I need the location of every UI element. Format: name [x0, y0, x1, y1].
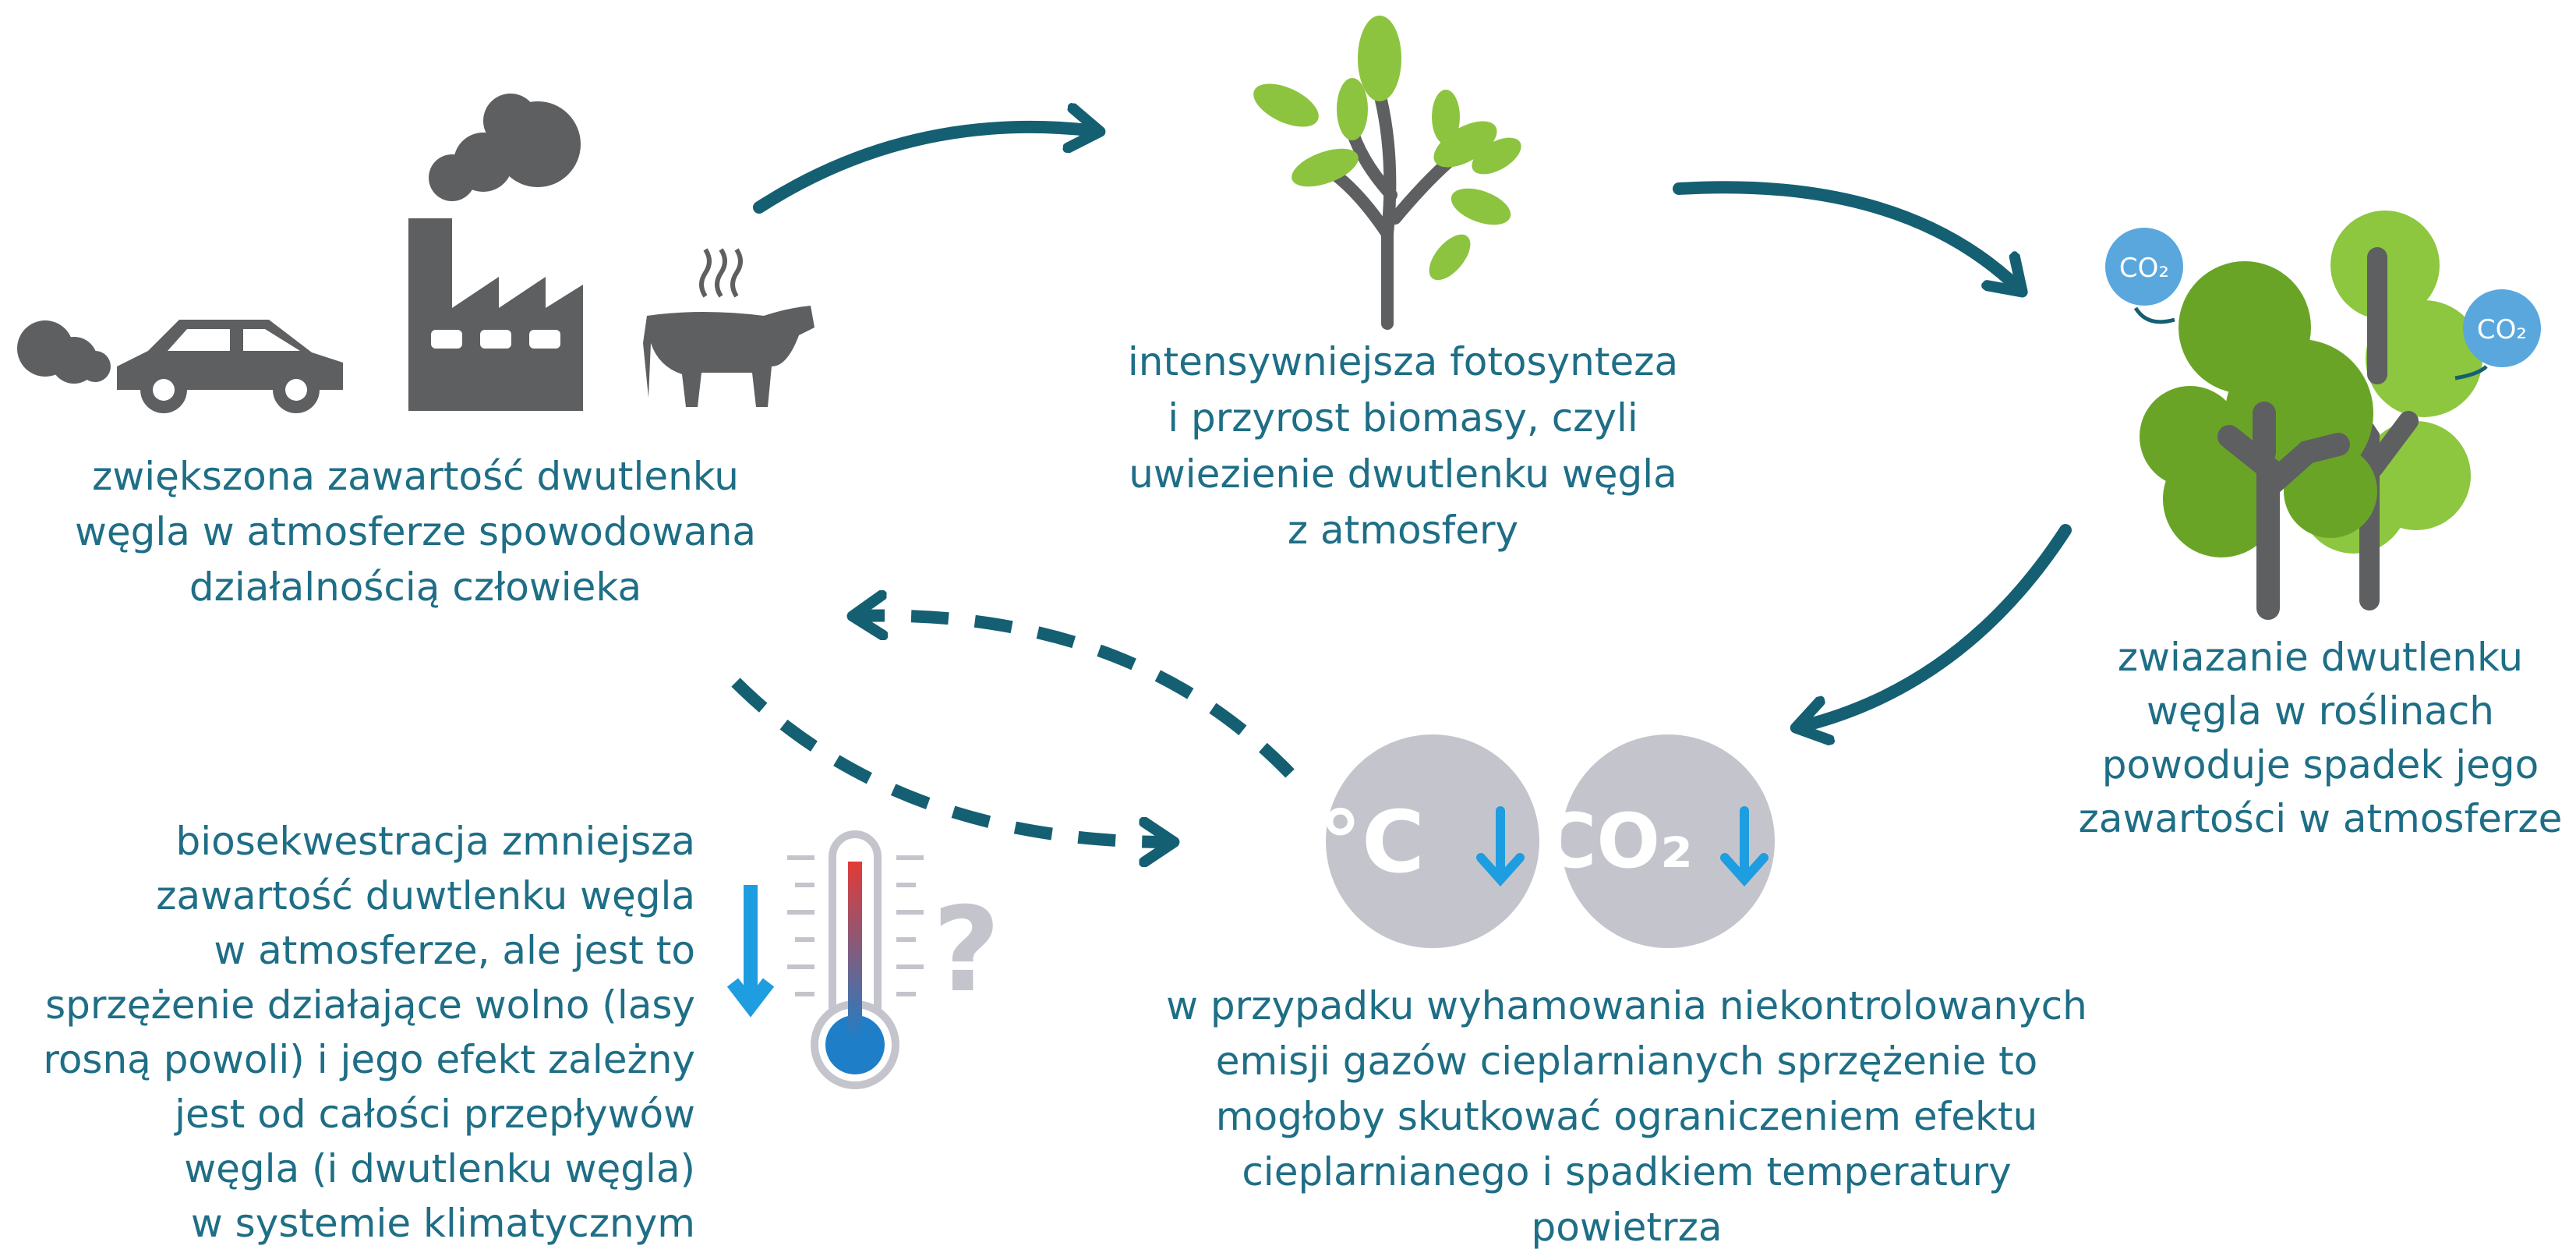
diagram: zwiększona zawartość dwutlenku węgla w at…: [0, 0, 2576, 1260]
text-line: zawartości w atmosferze: [2079, 796, 2563, 841]
question-mark: ?: [932, 883, 1000, 1018]
bubble-label: CO₂: [2477, 314, 2527, 345]
arrow: [1800, 530, 2065, 727]
text-line: węgla (i dwutlenku węgla): [184, 1146, 695, 1191]
text-line: cieplarnianego i spadkiem temperatury: [1242, 1149, 2011, 1195]
young-tree-icon: [1247, 16, 1527, 324]
text-line: rosną powoli) i jego efekt zależny: [43, 1037, 695, 1082]
bubble-label: CO₂: [2119, 253, 2169, 284]
arrow: [759, 127, 1095, 207]
trees-icon: [2105, 211, 2541, 608]
text-line: emisji gazów cieplarnianych sprzężenie t…: [1216, 1039, 2038, 1084]
text-line: w atmosferze, ale jest to: [214, 928, 695, 973]
arrow: [1679, 187, 2019, 288]
text-line: mogłoby skutkować ograniczeniem efektu: [1216, 1094, 2037, 1139]
badge-label: CO₂: [1542, 798, 1693, 885]
text-line: zawartość duwtlenku węgla: [156, 873, 695, 918]
text-line: w systemie klimatycznym: [191, 1201, 695, 1246]
badge-label: °C: [1319, 792, 1425, 892]
text-line: zwiększona zawartość dwutlenku: [92, 454, 739, 499]
text-line: jest od całości przepływów: [174, 1092, 695, 1137]
text-line: sprzężenie działające wolno (lasy: [45, 982, 695, 1028]
text-line: uwiezienie dwutlenku węgla: [1129, 451, 1677, 497]
text-line: zwiazanie dwutlenku: [2118, 635, 2523, 680]
text-line: działalnością człowieka: [189, 565, 641, 610]
node-text: intensywniejsza fotosynteza i przyrost bi…: [1128, 339, 1678, 553]
text-line: węgla w roślinach: [2147, 688, 2494, 734]
text-line: z atmosfery: [1288, 508, 1518, 553]
thermometer-icon: [733, 834, 924, 1085]
dashed-arrow: [857, 616, 1290, 773]
node-text: zwiększona zawartość dwutlenku węgla w at…: [75, 454, 756, 610]
text-line: w przypadku wyhamowania niekontrolowanyc…: [1166, 983, 2087, 1028]
dashed-arrow: [736, 682, 1169, 842]
text-line: intensywniejsza fotosynteza: [1128, 339, 1678, 384]
node-text: zwiazanie dwutlenku węgla w roślinach powo…: [2079, 635, 2563, 841]
text-line: powietrza: [1532, 1205, 1723, 1250]
emissions-icons: [17, 94, 814, 413]
text-line: powoduje spadek jego: [2102, 742, 2539, 788]
text-line: i przyrost biomasy, czyli: [1168, 395, 1638, 441]
node-text: w przypadku wyhamowania niekontrolowanyc…: [1166, 983, 2087, 1250]
text-line: biosekwestracja zmniejsza: [175, 819, 695, 864]
text-line: węgla w atmosferze spowodowana: [75, 509, 756, 554]
node-text: biosekwestracja zmniejsza zawartość duwtl…: [43, 819, 695, 1246]
